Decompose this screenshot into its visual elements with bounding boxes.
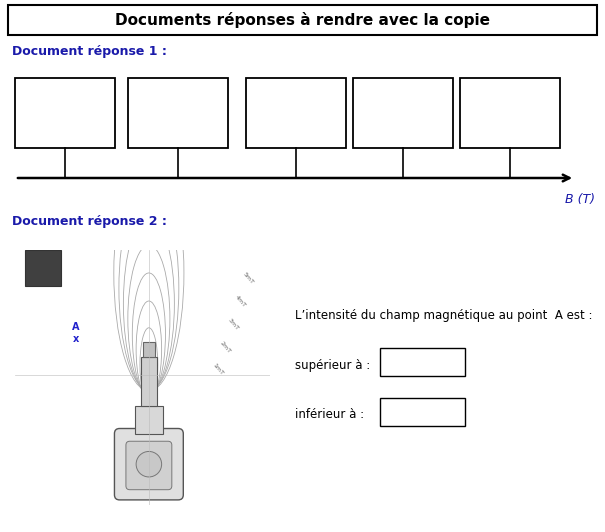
Text: B (T): B (T) [565, 194, 595, 206]
FancyBboxPatch shape [126, 441, 172, 489]
Text: Document réponse 1 :: Document réponse 1 : [12, 46, 167, 59]
Text: 2mT: 2mT [219, 340, 232, 354]
Circle shape [136, 452, 162, 477]
Text: 5mT: 5mT [242, 271, 255, 285]
Bar [246, 78, 346, 148]
Bar [141, 357, 157, 405]
Bar [143, 342, 155, 357]
Text: 1mT: 1mT [211, 363, 224, 377]
Text: supérieur à :: supérieur à : [295, 359, 370, 371]
Text: L’intensité du champ magnétique au point  A est :: L’intensité du champ magnétique au point… [295, 309, 592, 321]
Bar [353, 78, 453, 148]
Bar [8, 5, 597, 35]
Bar [460, 78, 560, 148]
Text: inférieur à :: inférieur à : [295, 409, 364, 421]
Bar [380, 348, 465, 376]
Text: x: x [73, 334, 79, 344]
Text: 4mT: 4mT [234, 294, 247, 308]
Bar [380, 398, 465, 426]
Bar [135, 405, 163, 434]
Bar [128, 78, 228, 148]
Text: 3mT: 3mT [227, 317, 240, 331]
Bar [25, 250, 61, 286]
Bar [15, 78, 115, 148]
Text: Documents réponses à rendre avec la copie: Documents réponses à rendre avec la copi… [115, 12, 490, 28]
Text: Document réponse 2 :: Document réponse 2 : [12, 215, 167, 229]
FancyBboxPatch shape [114, 428, 183, 500]
Text: A: A [73, 321, 80, 331]
